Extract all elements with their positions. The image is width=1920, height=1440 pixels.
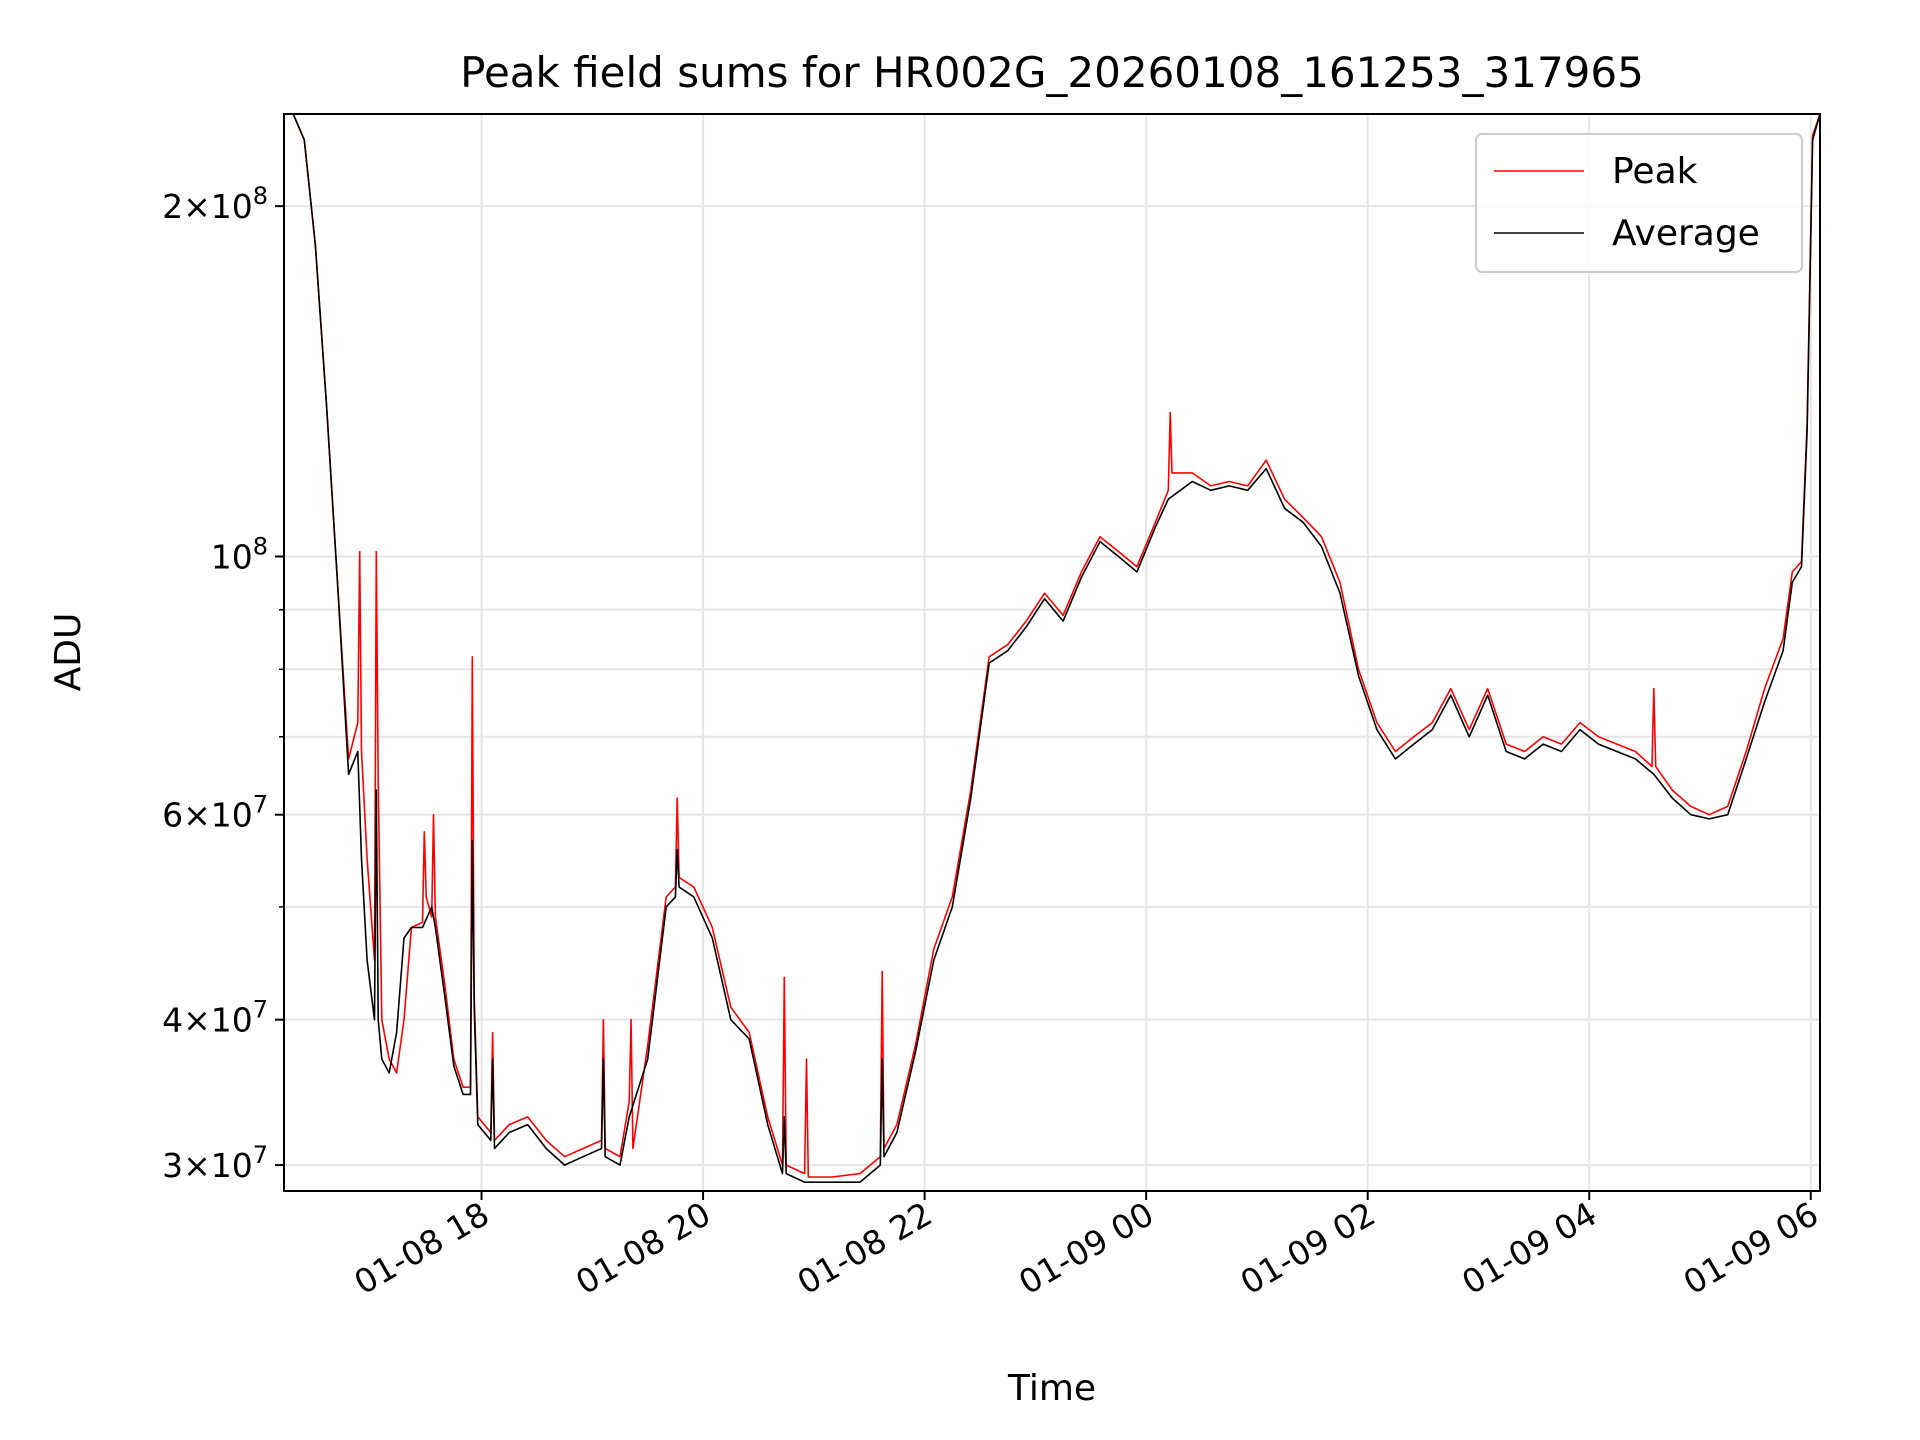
legend-label-peak: Peak: [1612, 151, 1698, 192]
grid: [284, 114, 1820, 1191]
legend-label-average: Average: [1612, 213, 1760, 254]
y-tick-label-2: 6×107: [162, 791, 268, 835]
y-tick-label-4: 2×108: [162, 182, 268, 226]
x-axis-label: Time: [1007, 1368, 1096, 1409]
chart-title: Peak field sums for HR002G_20260108_1612…: [460, 48, 1644, 97]
y-tick-label-0: 3×107: [162, 1141, 268, 1185]
series-line-average: [284, 113, 1821, 1183]
plot-frame: [283, 113, 1821, 1192]
y-axis-label: ADU: [48, 613, 89, 692]
y-tick-label-3: 108: [211, 533, 268, 577]
series-line-peak: [284, 113, 1821, 1178]
legend-box: [1475, 133, 1803, 273]
y-axis: 3×107 4×107 6×107 108 2×108: [162, 182, 284, 1185]
series-layer: [284, 113, 1821, 1183]
legend: Peak Average: [1475, 133, 1803, 273]
y-tick-label-1: 4×107: [162, 996, 268, 1040]
